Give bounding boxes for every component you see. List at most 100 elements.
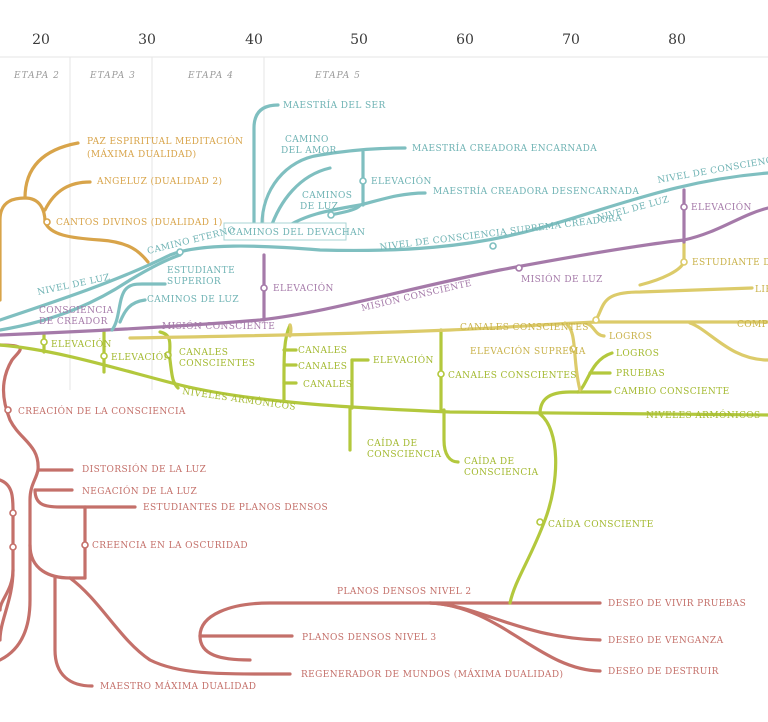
node-dot [9,543,17,551]
label-paz-espiritual: PAZ ESPIRITUAL MEDITACIÓN [87,135,243,147]
label-caida-2b: CONSCIENCIA [464,468,539,478]
node-dot [100,352,108,360]
connector-path [53,576,94,688]
label-estudiante-de: ESTUDIANTE DE [692,258,768,268]
label-elevacion-suprema: ELEVACIÓN SUPREMA [470,345,586,357]
connector-path [252,103,280,227]
label-caida-consciente: CAÍDA CONSCIENTE [548,518,654,530]
label-lib: LIB [755,285,768,295]
label-logros-lime: LOGROS [616,349,659,359]
label-regenerador: REGENERADOR DE MUNDOS (MÁXIMA DUALIDAD) [301,668,563,680]
connector-path [688,321,768,362]
node-dot [536,518,544,526]
connector-path [0,171,768,322]
connector-path [198,601,602,638]
connector-path [43,180,92,212]
label-niveles-armonicos-right: NIVELES ARMÓNICOS [646,409,761,421]
label-elevacion-lime-a: ELEVACIÓN [51,338,112,350]
connector-path [0,543,32,662]
label-camino-eterno: CAMINO ETERNO [146,225,236,257]
label-logros-yellow: LOGROS [609,332,652,342]
label-camino-amor-1: CAMINO [285,135,329,145]
node-dot [40,338,48,346]
label-creencia-oscuridad: CREENCIA EN LA OSCURIDAD [92,541,248,551]
label-comp: COMP [737,320,768,330]
stage-label: ETAPA 5 [314,71,361,81]
connector-path [288,323,293,338]
connector-path [593,286,754,324]
connector-path [508,412,558,605]
connector-path [442,408,460,464]
label-mision-consciente-1: MISIÓN CONSCIENTE [360,277,473,314]
stage-label: ETAPA 4 [187,71,234,81]
label-estudiante-superior-1: ESTUDIANTE [167,266,235,276]
label-canales-conscientes-lime-2: CONSCIENTES [179,359,255,369]
node-dot [43,218,51,226]
yellow-path-group [128,238,768,392]
label-planos-densos-3: PLANOS DENSOS NIVEL 3 [302,633,437,643]
lime-path-group [0,323,768,605]
connector-path [0,206,768,337]
connector-path [0,343,87,580]
label-deseo-pruebas: DESEO DE VIVIR PRUEBAS [608,599,746,609]
label-caida-1a: CAÍDA DE [367,437,418,449]
label-caminos-luz-low: CAMINOS DE LUZ [147,295,239,305]
label-mision-consciente-2: MISIÓN CONSCIENTE [162,320,275,332]
connector-path [68,576,292,676]
label-camino-amor-2: DEL AMOR [281,146,337,156]
connector-path [583,321,606,338]
label-elevacion-lime-c: ELEVACIÓN [373,354,434,366]
axis-tick-50: 50 [350,32,368,48]
label-creacion-consciencia: CREACIÓN DE LA CONSCIENCIA [18,405,186,417]
connector-path [0,196,47,302]
stage-labels: ETAPA 2 ETAPA 3 ETAPA 4 ETAPA 5 [13,71,361,81]
node-dot [592,316,600,324]
label-maestria-ser: MAESTRÍA DEL SER [283,99,386,111]
connector-path [110,282,167,332]
label-canales-conscientes-mid: CANALES CONSCIENTES [448,371,577,381]
axis-tick-40: 40 [245,32,263,48]
label-canales-conscientes-lime-1: CANALES [179,348,228,358]
connector-path [0,343,768,417]
connector-path [428,601,602,673]
connector-path [268,166,332,232]
node-dot [680,258,688,266]
connector-path [538,390,612,416]
axis-tick-30: 30 [138,32,156,48]
axis-tick-70: 70 [562,32,580,48]
node-dot [327,211,335,219]
label-pruebas: PRUEBAS [616,369,665,379]
label-elevacion-purple-right: ELEVACIÓN [691,201,752,213]
orange-path-group [0,141,150,302]
node-dot [515,264,523,272]
connector-path [23,141,80,200]
label-suprema-creadora: NIVEL DE CONSCIENCIA SUPREMA CREADORA [379,213,623,253]
label-caida-1b: CONSCIENCIA [367,450,442,460]
axis-tick-20: 20 [32,32,50,48]
node-dot [164,351,172,359]
node-dot [437,370,445,378]
label-elevacion-teal: ELEVACIÓN [371,175,432,187]
label-canales-conscientes-yellow: CANALES CONSCIENTES [460,323,589,333]
label-estudiantes-densos: ESTUDIANTES DE PLANOS DENSOS [143,503,328,513]
stage-label: ETAPA 2 [13,71,60,81]
connector-path [282,323,292,402]
connector-path [0,478,15,612]
label-caminos-luz-2: DE LUZ [300,202,338,212]
connector-path [128,320,768,340]
node-dot [81,541,89,549]
label-negacion-luz: NEGACIÓN DE LA LUZ [82,485,197,497]
label-cantos-divinos: CANTOS DIVINOS (DUALIDAD 1) [56,217,223,228]
connector-path [0,253,182,332]
node-dot [359,177,367,185]
label-maestria-encarnada: MAESTRÍA CREADORA ENCARNADA [412,142,597,154]
label-deseo-destruir: DESEO DE DESTRUIR [608,667,719,677]
axis-tick-60: 60 [456,32,474,48]
connector-path [198,634,252,662]
node-dot [569,345,577,353]
purple-path-group [0,188,768,337]
label-canales-3: CANALES [303,380,352,390]
label-planos-densos-2: PLANOS DENSOS NIVEL 2 [337,587,472,597]
